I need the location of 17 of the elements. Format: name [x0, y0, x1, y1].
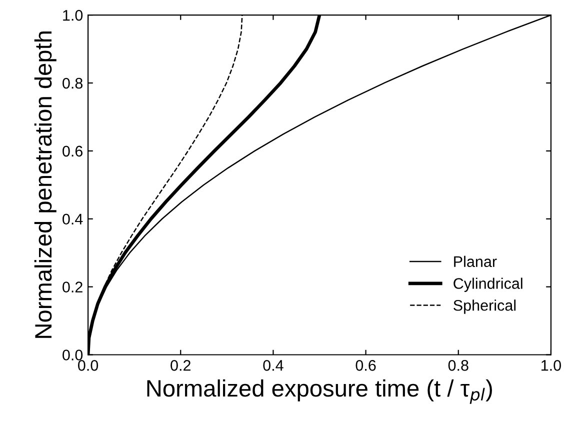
- x-tick-label: 0.4: [263, 360, 284, 371]
- x-tick-label: 1.0: [542, 360, 561, 371]
- x-tick-label: 0.0: [78, 360, 98, 371]
- y-tick-label: 0.2: [62, 282, 82, 292]
- y-tick-label: 0.6: [62, 146, 83, 157]
- y-tick-label: 0.4: [62, 214, 83, 225]
- y-axis-title: Normalized penetration depth: [34, 32, 56, 338]
- y-tick-label: 1.0: [63, 10, 83, 21]
- x-tick-label: 0.6: [356, 360, 376, 371]
- legend-label: Cylindrical: [454, 278, 522, 292]
- y-tick-label: 0.8: [62, 78, 83, 89]
- legend-label: Spherical: [454, 300, 516, 314]
- y-tick-label: 0.0: [62, 350, 83, 360]
- legend-label: Planar: [454, 256, 497, 268]
- x-tick-label: 0.8: [448, 360, 468, 371]
- x-tick-label: 0.2: [170, 360, 190, 371]
- x-axis-title: Normalized exposure time (t / τ$_{pl}$): [147, 379, 492, 404]
